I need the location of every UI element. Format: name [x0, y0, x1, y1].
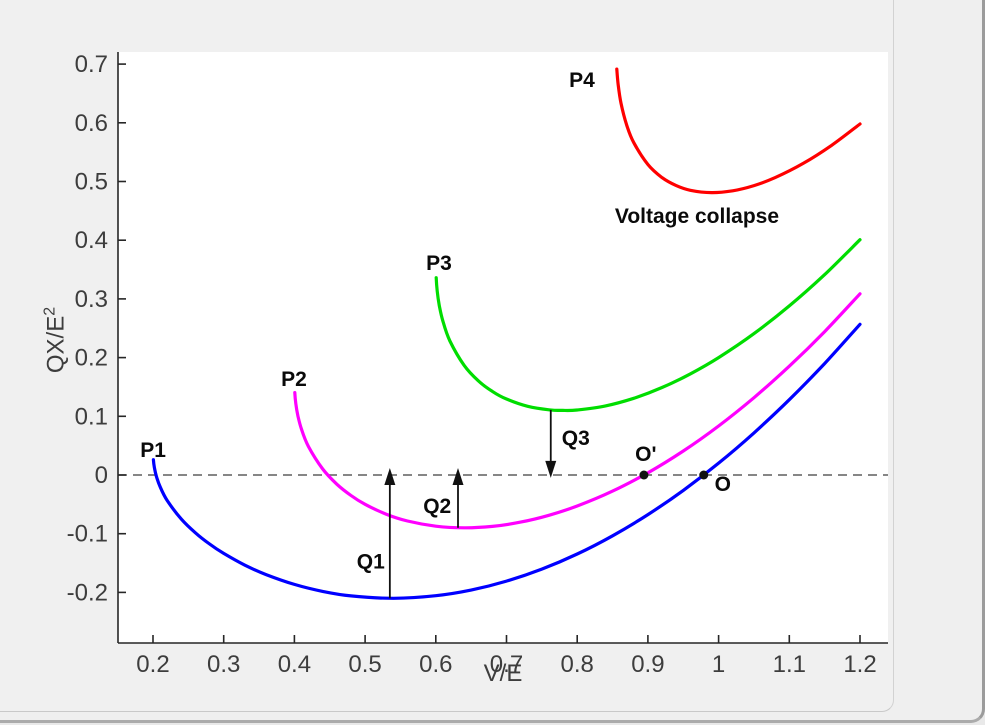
arrow-label-q1: Q1 — [357, 550, 385, 573]
x-tick-label: 0.5 — [348, 651, 381, 678]
curve-label-p3: P3 — [426, 252, 452, 275]
x-tick-label: 0.8 — [561, 651, 594, 678]
y-tick-label: 0.6 — [75, 110, 108, 137]
x-tick-label: 0.3 — [207, 651, 240, 678]
y-tick-label: 0.1 — [75, 403, 108, 430]
y-axis-label: QX/E2 — [42, 307, 71, 373]
arrow-label-q2: Q2 — [423, 495, 451, 518]
operating-point-o — [699, 470, 709, 480]
arrow-q2-head — [452, 467, 464, 485]
y-tick-label: -0.1 — [67, 521, 108, 548]
curve-label-p1: P1 — [140, 439, 166, 462]
y-tick-label: 0.5 — [75, 168, 108, 195]
x-tick-label: 0.6 — [419, 651, 452, 678]
operating-point-o-prime — [639, 470, 649, 480]
curve-p2 — [293, 292, 862, 530]
plot-area — [118, 52, 888, 643]
arrow-q3-head — [545, 460, 557, 478]
y-tick-label: 0.3 — [75, 286, 108, 313]
y-tick-label: -0.2 — [67, 579, 108, 606]
x-tick-label: 0.7 — [490, 651, 523, 678]
x-tick-label: 0.9 — [631, 651, 664, 678]
y-tick-label: 0 — [95, 462, 108, 489]
point-label-o-prime: O' — [635, 443, 656, 466]
x-tick-label: 0.4 — [278, 651, 311, 678]
x-tick-label: 1.2 — [843, 651, 876, 678]
y-tick-label: 0.7 — [75, 51, 108, 78]
y-tick-label: 0.2 — [75, 345, 108, 372]
x-tick-label: 0.2 — [136, 651, 169, 678]
curve-label-p4: P4 — [569, 69, 595, 92]
y-axis-label-base: QX/E — [42, 315, 70, 374]
curve-p3 — [434, 238, 862, 413]
point-label-o: O — [715, 473, 731, 496]
voltage-collapse-annotation: Voltage collapse — [615, 205, 779, 228]
curve-label-p2: P2 — [281, 368, 307, 391]
y-tick-label: 0.4 — [75, 227, 108, 254]
arrow-q1-head — [384, 467, 396, 485]
arrow-label-q3: Q3 — [562, 427, 590, 450]
curve-p4 — [615, 67, 862, 195]
x-axis-label: V/E — [483, 660, 523, 687]
y-axis-label-exponent: 2 — [41, 306, 59, 316]
x-tick-label: 1.1 — [773, 651, 806, 678]
x-tick-label: 1 — [712, 651, 725, 678]
